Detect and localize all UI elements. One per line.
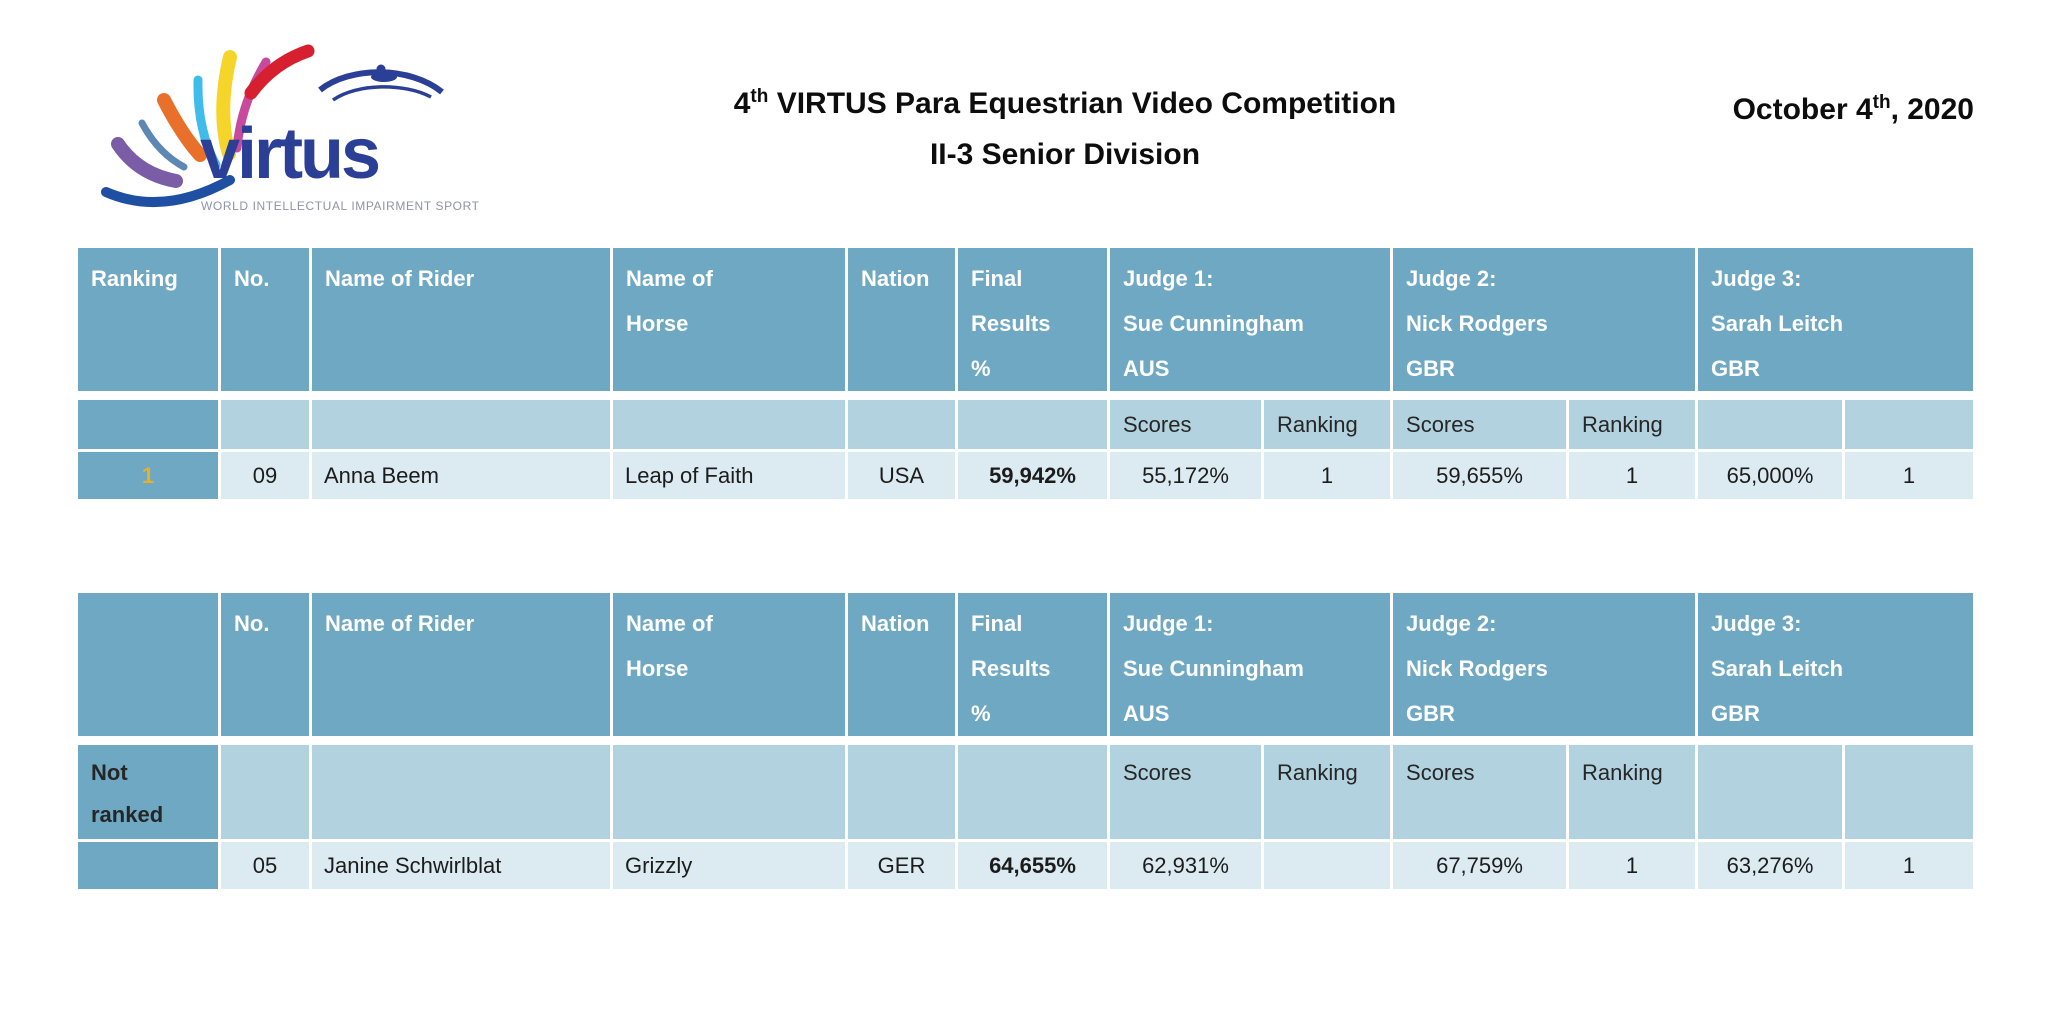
cell-j2-ranking: 1 [1569, 452, 1696, 499]
title-line-1: 4th VIRTUS Para Equestrian Video Competi… [733, 86, 1397, 120]
subheader-empty-cell [221, 400, 309, 449]
header-judge-2: Judge 2: Nick Rodgers GBR [1393, 593, 1696, 742]
title-line-2: II-3 Senior Division [929, 138, 1201, 171]
header-final-results: Final Results % [958, 248, 1107, 397]
ranked-results-table: Ranking No. Name of Rider Name of Horse … [75, 245, 1976, 502]
subheader-empty-cell [312, 400, 610, 449]
header-nation: Nation [848, 248, 955, 397]
subheader-empty-cell [848, 745, 955, 839]
table-header-row: Ranking No. Name of Rider Name of Horse … [78, 248, 1974, 397]
header-horse: Name of Horse [613, 248, 845, 397]
header-horse: Name of Horse [613, 593, 845, 742]
cell-j3-ranking: 1 [1845, 452, 1974, 499]
cell-final-result: 64,655% [958, 842, 1107, 889]
header-rider: Name of Rider [312, 593, 610, 742]
cell-j3-ranking: 1 [1845, 842, 1974, 889]
cell-j3-score: 65,000% [1698, 452, 1843, 499]
logo-swoosh-icon [318, 64, 444, 102]
table-row: 1 09 Anna Beem Leap of Faith USA 59,942%… [78, 452, 1974, 499]
cell-j2-score: 67,759% [1393, 842, 1567, 889]
header-nation: Nation [848, 593, 955, 742]
subheader-j2-scores: Scores [1393, 400, 1567, 449]
cell-rider: Anna Beem [312, 452, 610, 499]
cell-no: 05 [221, 842, 309, 889]
subheader-empty-cell [221, 745, 309, 839]
subheader-j3-ranking [1845, 400, 1974, 449]
header-final-results: Final Results % [958, 593, 1107, 742]
header-no: No. [221, 593, 309, 742]
subheader-j3-scores [1698, 400, 1843, 449]
header-ranking-empty [78, 593, 218, 742]
header-judge-3: Judge 3: Sarah Leitch GBR [1698, 248, 1974, 397]
header-judge-3: Judge 3: Sarah Leitch GBR [1698, 593, 1974, 742]
subheader-rank-cell [78, 400, 218, 449]
header-rider: Name of Rider [312, 248, 610, 397]
subheader-j1-ranking: Ranking [1264, 400, 1391, 449]
document-date: October 4th, 2020 [1732, 92, 1974, 126]
cell-rider: Janine Schwirlblat [312, 842, 610, 889]
cell-j2-score: 59,655% [1393, 452, 1567, 499]
cell-horse: Grizzly [613, 842, 845, 889]
cell-overall-ranking-empty [78, 842, 218, 889]
cell-overall-ranking: 1 [78, 452, 218, 499]
subheader-empty-cell [848, 400, 955, 449]
cell-j1-ranking: 1 [1264, 452, 1391, 499]
header-judge-1: Judge 1: Sue Cunningham AUS [1110, 593, 1391, 742]
table-subheader-row: Scores Ranking Scores Ranking [78, 400, 1974, 449]
logo-fan-icon [101, 44, 315, 208]
cell-j3-score: 63,276% [1698, 842, 1843, 889]
logo-wordmark: virtus [200, 114, 379, 194]
subheader-empty-cell [312, 745, 610, 839]
cell-horse: Leap of Faith [613, 452, 845, 499]
cell-nation: USA [848, 452, 955, 499]
date-superscript: th [1872, 92, 1891, 113]
subheader-empty-cell [613, 745, 845, 839]
header-judge-2: Judge 2: Nick Rodgers GBR [1393, 248, 1696, 397]
subheader-j3-ranking [1845, 745, 1974, 839]
document-title: 4th VIRTUS Para Equestrian Video Competi… [565, 80, 1565, 178]
cell-nation: GER [848, 842, 955, 889]
subheader-empty-cell [613, 400, 845, 449]
cell-j1-score: 62,931% [1110, 842, 1261, 889]
table-subheader-row: Not ranked Scores Ranking Scores Ranking [78, 745, 1974, 839]
subheader-j3-scores [1698, 745, 1843, 839]
title-superscript: th [750, 86, 769, 107]
header-no: No. [221, 248, 309, 397]
subheader-empty-cell [958, 400, 1107, 449]
not-ranked-label: Not ranked [78, 745, 218, 839]
cell-final-result: 59,942% [958, 452, 1107, 499]
header-judge-1: Judge 1: Sue Cunningham AUS [1110, 248, 1391, 397]
cell-j2-ranking: 1 [1569, 842, 1696, 889]
virtus-logo: virtus WORLD INTELLECTUAL IMPAIRMENT SPO… [88, 30, 488, 230]
logo-tagline: WORLD INTELLECTUAL IMPAIRMENT SPORT [201, 199, 480, 213]
subheader-j1-scores: Scores [1110, 400, 1261, 449]
subheader-j2-ranking: Ranking [1569, 745, 1696, 839]
cell-no: 09 [221, 452, 309, 499]
cell-j1-score: 55,172% [1110, 452, 1261, 499]
virtus-logo-graphic: virtus WORLD INTELLECTUAL IMPAIRMENT SPO… [101, 44, 480, 213]
subheader-j2-ranking: Ranking [1569, 400, 1696, 449]
subheader-j1-scores: Scores [1110, 745, 1261, 839]
subheader-j1-ranking: Ranking [1264, 745, 1391, 839]
subheader-j2-scores: Scores [1393, 745, 1567, 839]
header-ranking: Ranking [78, 248, 218, 397]
table-header-row: No. Name of Rider Name of Horse Nation F… [78, 593, 1974, 742]
table-row: 05 Janine Schwirlblat Grizzly GER 64,655… [78, 842, 1974, 889]
not-ranked-results-table: No. Name of Rider Name of Horse Nation F… [75, 590, 1976, 892]
subheader-empty-cell [958, 745, 1107, 839]
cell-j1-ranking [1264, 842, 1391, 889]
